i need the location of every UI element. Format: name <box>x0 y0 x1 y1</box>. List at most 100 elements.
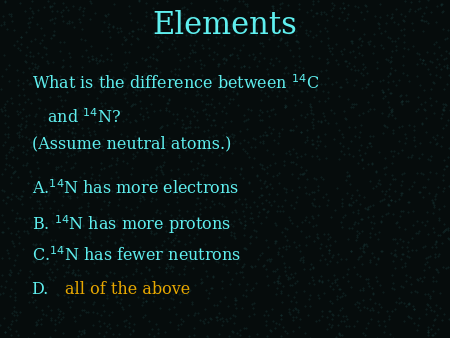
Point <box>353 77 360 82</box>
Point <box>27 49 34 55</box>
Point <box>429 197 436 203</box>
Point <box>426 58 433 64</box>
Point <box>98 243 105 248</box>
Point <box>373 262 380 267</box>
Point <box>127 120 134 125</box>
Point <box>292 161 300 167</box>
Point <box>247 287 254 292</box>
Point <box>301 170 308 175</box>
Point <box>309 0 316 4</box>
Point <box>249 135 256 141</box>
Point <box>99 286 107 291</box>
Point <box>287 272 294 277</box>
Point <box>175 153 182 158</box>
Point <box>285 84 292 89</box>
Point <box>188 21 195 27</box>
Point <box>211 50 218 55</box>
Point <box>208 285 216 291</box>
Point <box>314 71 321 76</box>
Point <box>22 8 29 14</box>
Point <box>113 299 121 305</box>
Point <box>436 306 443 311</box>
Point <box>281 65 288 71</box>
Point <box>408 290 415 295</box>
Point <box>51 15 59 20</box>
Point <box>158 123 165 128</box>
Point <box>145 267 153 272</box>
Point <box>436 62 443 67</box>
Point <box>315 133 322 139</box>
Point <box>430 50 437 55</box>
Point <box>321 144 328 149</box>
Point <box>240 232 247 237</box>
Point <box>16 1 23 6</box>
Point <box>285 264 292 270</box>
Point <box>197 206 204 211</box>
Point <box>334 61 342 67</box>
Point <box>292 290 300 295</box>
Point <box>289 220 296 225</box>
Point <box>17 34 24 40</box>
Point <box>188 14 195 19</box>
Point <box>399 244 406 250</box>
Point <box>387 197 394 202</box>
Point <box>33 66 40 71</box>
Point <box>141 86 149 91</box>
Point <box>384 202 392 208</box>
Point <box>381 28 388 34</box>
Point <box>239 0 247 4</box>
Point <box>267 259 274 264</box>
Point <box>397 208 404 213</box>
Point <box>241 1 248 7</box>
Point <box>257 186 265 191</box>
Point <box>15 112 22 117</box>
Point <box>297 113 305 118</box>
Point <box>104 224 112 230</box>
Point <box>31 182 38 187</box>
Point <box>82 309 90 315</box>
Point <box>127 171 134 177</box>
Point <box>336 308 343 313</box>
Point <box>22 114 30 119</box>
Point <box>227 78 234 83</box>
Point <box>324 95 332 101</box>
Point <box>345 151 352 156</box>
Point <box>233 198 240 204</box>
Point <box>106 199 113 204</box>
Point <box>369 51 377 56</box>
Point <box>190 113 197 118</box>
Point <box>116 300 123 306</box>
Point <box>257 192 265 197</box>
Point <box>235 55 242 61</box>
Point <box>346 60 353 65</box>
Point <box>303 127 310 133</box>
Point <box>164 16 171 21</box>
Point <box>404 302 411 307</box>
Point <box>28 15 36 20</box>
Point <box>49 3 56 8</box>
Point <box>419 57 427 63</box>
Point <box>318 68 325 74</box>
Point <box>125 283 132 288</box>
Point <box>400 32 408 38</box>
Point <box>266 113 273 119</box>
Point <box>10 262 18 268</box>
Point <box>150 253 157 258</box>
Point <box>424 66 432 71</box>
Point <box>17 47 24 52</box>
Point <box>105 163 112 169</box>
Point <box>325 247 333 252</box>
Point <box>211 122 218 128</box>
Point <box>401 264 409 269</box>
Point <box>42 134 49 139</box>
Point <box>391 251 398 256</box>
Point <box>329 316 336 322</box>
Point <box>99 185 106 190</box>
Point <box>286 151 293 156</box>
Point <box>125 182 132 187</box>
Point <box>192 183 199 189</box>
Point <box>46 4 53 10</box>
Point <box>209 76 216 81</box>
Point <box>296 53 303 58</box>
Point <box>73 194 81 199</box>
